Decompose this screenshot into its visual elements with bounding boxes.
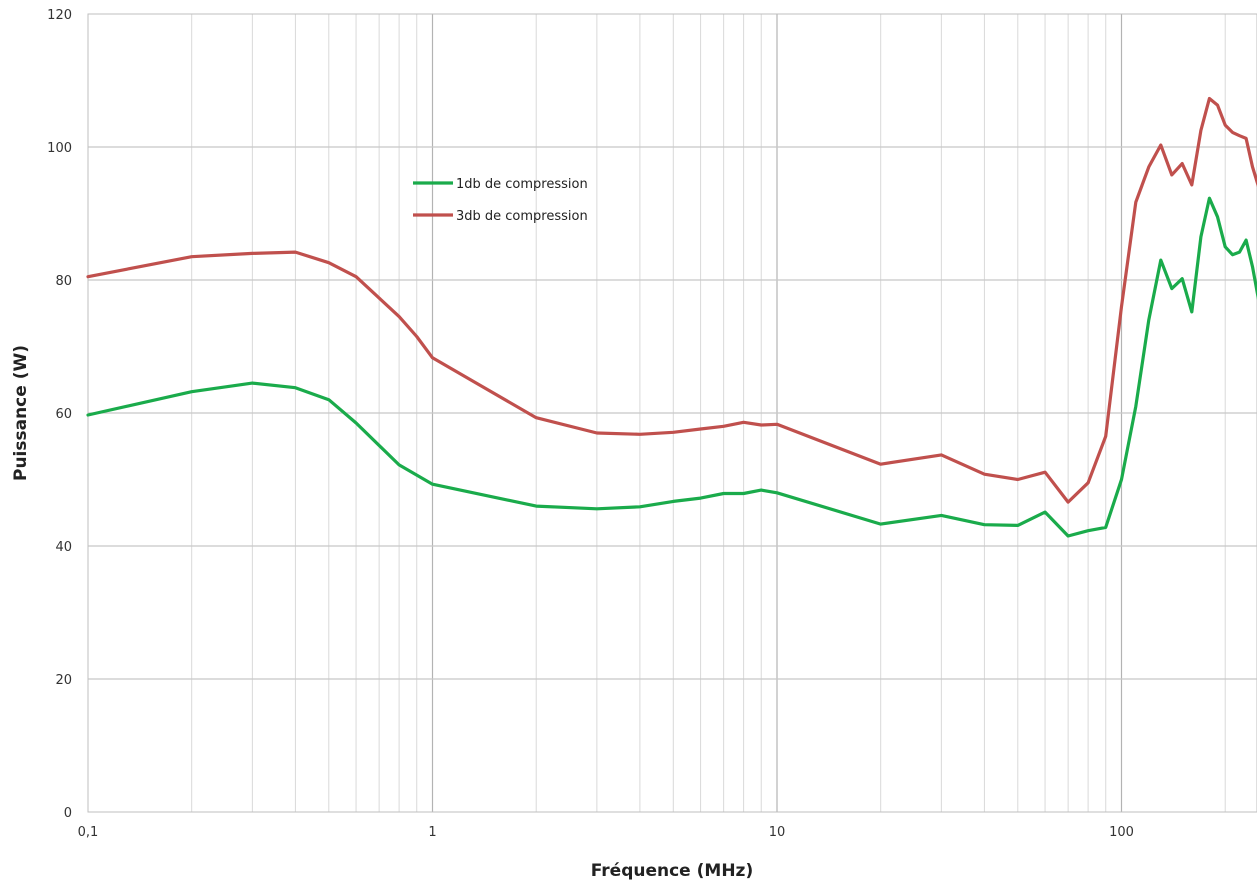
x-axis-tick-labels: 0,1 1 10 100 xyxy=(78,825,1134,840)
series-line-1 xyxy=(86,196,1257,538)
x-tick-label: 1 xyxy=(428,825,436,840)
y-tick-label: 120 xyxy=(47,8,72,23)
x-tick-label: 0,1 xyxy=(78,825,99,840)
y-tick-label: 20 xyxy=(55,673,72,688)
y-tick-label: 100 xyxy=(47,141,72,156)
plot-area-border xyxy=(87,13,1257,813)
y-tick-label: 40 xyxy=(55,540,72,555)
legend-label: 1db de compression xyxy=(456,177,588,192)
series-line-2 xyxy=(86,96,1257,504)
x-axis-title: Fréquence (MHz) xyxy=(591,861,753,881)
y-tick-label: 60 xyxy=(55,407,72,422)
x-tick-label: 100 xyxy=(1109,825,1134,840)
legend-label: 3db de compression xyxy=(456,209,588,224)
major-gridlines xyxy=(88,14,1257,812)
x-tick-label: 10 xyxy=(769,825,786,840)
y-axis-tick-labels: 0 20 40 60 80 100 120 xyxy=(47,8,72,821)
legend: 1db de compression 3db de compression xyxy=(413,177,588,224)
y-axis-title: Puissance (W) xyxy=(11,345,31,481)
y-tick-label: 80 xyxy=(55,274,72,289)
y-tick-label: 0 xyxy=(64,806,72,821)
series-lines xyxy=(86,96,1257,538)
